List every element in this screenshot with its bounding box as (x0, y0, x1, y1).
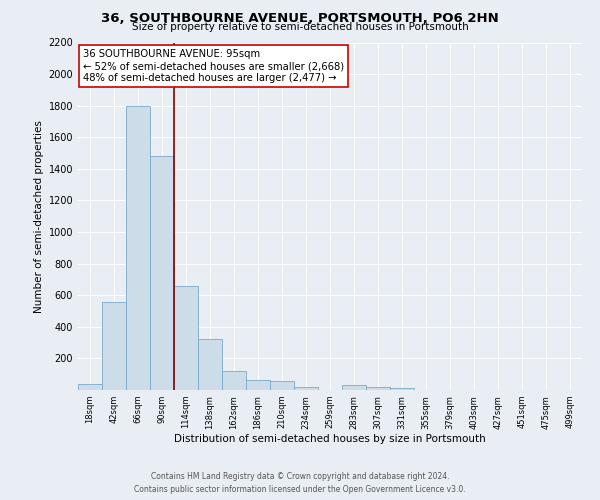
Bar (126, 106, 150, 390)
Bar (342, 386, 366, 390)
Bar (174, 286, 198, 390)
Bar (222, 371, 246, 390)
Bar (390, 388, 414, 390)
Bar (366, 387, 390, 390)
Text: Size of property relative to semi-detached houses in Portsmouth: Size of property relative to semi-detach… (131, 22, 469, 32)
Y-axis label: Number of semi-detached properties: Number of semi-detached properties (34, 120, 44, 312)
Bar (150, 156, 174, 390)
Bar (270, 382, 294, 390)
Bar (294, 387, 318, 390)
Bar (198, 338, 222, 390)
Bar (246, 380, 270, 390)
Text: 36 SOUTHBOURNE AVENUE: 95sqm
← 52% of semi-detached houses are smaller (2,668)
4: 36 SOUTHBOURNE AVENUE: 95sqm ← 52% of se… (83, 50, 344, 82)
Text: 36, SOUTHBOURNE AVENUE, PORTSMOUTH, PO6 2HN: 36, SOUTHBOURNE AVENUE, PORTSMOUTH, PO6 … (101, 12, 499, 26)
Bar (78, 384, 102, 390)
X-axis label: Distribution of semi-detached houses by size in Portsmouth: Distribution of semi-detached houses by … (174, 434, 486, 444)
Bar (102, 302, 126, 390)
Text: Contains HM Land Registry data © Crown copyright and database right 2024.
Contai: Contains HM Land Registry data © Crown c… (134, 472, 466, 494)
